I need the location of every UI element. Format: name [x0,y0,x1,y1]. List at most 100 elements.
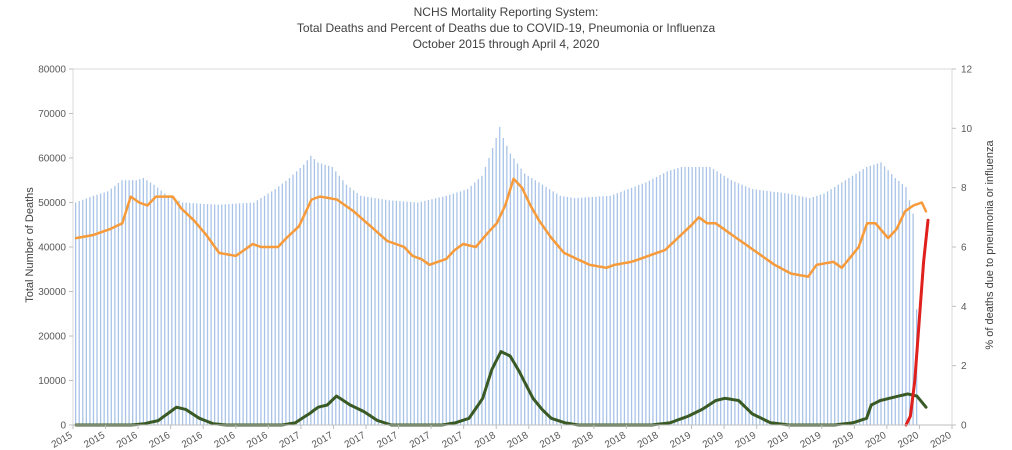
weekly-death-bar [851,175,854,425]
weekly-death-bar [463,190,465,425]
weekly-death-bar [445,195,447,425]
weekly-death-bar [605,196,608,425]
weekly-death-bar [164,193,166,425]
weekly-death-bar [110,188,112,425]
x-tick-label: 2016 [245,430,270,450]
weekly-death-bar [288,178,291,425]
weekly-death-bar [92,195,95,425]
weekly-death-bar [431,199,433,425]
weekly-death-bar [541,184,544,425]
y2-axis-label: % of deaths due to pneumonia or influenz… [984,140,996,350]
weekly-death-bar [809,198,811,425]
weekly-death-bar [698,166,700,425]
weekly-death-bar [570,197,572,425]
weekly-death-bar [491,147,494,426]
y-axis-label: Total Number of Deaths [24,187,36,303]
weekly-death-bar [513,158,515,425]
x-tick-label: 2017 [310,430,335,450]
weekly-death-bar [495,137,497,425]
x-tick-label: 2019 [733,430,758,450]
weekly-death-bar [634,186,636,425]
weekly-death-bar [481,175,483,425]
weekly-death-bar [406,201,408,425]
weekly-death-bar [345,184,348,425]
weekly-death-bar [370,197,373,425]
weekly-death-bar [520,168,522,425]
weekly-death-bar [75,202,77,425]
chart-subtitle-dates: October 2015 through April 4, 2020 [412,37,600,51]
weekly-death-bar [588,197,590,425]
weekly-death-bar [409,201,412,425]
weekly-death-bar [153,184,155,425]
weekly-death-bar [313,159,316,426]
weekly-death-bar [256,200,259,425]
weekly-death-bar [156,187,159,425]
weekly-death-bar [880,162,882,425]
y-tick-label: 50000 [38,198,66,209]
weekly-death-bar [766,190,768,425]
weekly-death-bar [527,175,529,425]
weekly-death-bar [641,183,643,425]
weekly-death-bar [249,202,251,425]
weekly-death-bar [883,166,886,425]
weekly-death-bar [891,174,893,425]
weekly-death-bar [773,191,775,425]
covid-pct-line [904,218,930,427]
weekly-death-bar [556,193,558,425]
weekly-death-bar [581,197,583,425]
weekly-death-bar [292,174,294,425]
chart-titles: NCHS Mortality Reporting System: Total D… [0,4,1012,52]
weekly-death-bar [762,190,765,425]
weekly-death-bar [670,170,672,425]
weekly-death-bar [627,189,629,425]
x-tick-label: 2017 [375,430,400,450]
chart-lines [74,177,930,427]
weekly-death-bar [274,189,276,425]
weekly-death-bar [695,166,697,425]
weekly-death-bar [242,203,244,425]
weekly-death-bar [912,213,914,426]
x-tick-label: 2017 [278,430,303,450]
x-tick-label: 2019 [766,430,791,450]
weekly-death-bar [135,180,137,425]
y-tick-label: 10000 [38,376,66,387]
weekly-death-bar [420,201,422,425]
weekly-death-bar [466,189,469,425]
weekly-death-bar [352,190,355,425]
weekly-death-bar [442,196,444,425]
weekly-death-bar [616,193,618,425]
y-tick-label: 40000 [38,243,66,254]
weekly-death-bar [677,168,679,425]
y-tick-label: 60000 [38,154,66,165]
weekly-death-bar [823,193,825,425]
x-tick-label: 2018 [636,430,661,450]
weekly-death-bar [488,158,490,425]
weekly-death-bar [780,192,782,425]
x-tick-label: 2018 [571,430,596,450]
weekly-death-bar [263,195,266,425]
weekly-death-bar [769,191,772,426]
weekly-death-bar [117,183,120,425]
weekly-death-bar [392,200,394,425]
weekly-death-bar [474,182,476,425]
weekly-death-bar [534,180,536,425]
weekly-death-bar [869,165,871,426]
weekly-death-bar [545,186,547,425]
weekly-death-bar [837,184,839,425]
weekly-death-bar [819,194,822,425]
weekly-death-bar [516,163,519,425]
weekly-death-bar [363,196,365,425]
x-tick-label: 2019 [701,430,726,450]
weekly-death-bar [509,153,512,426]
x-tick-label: 2019 [668,430,693,450]
weekly-death-bar [320,163,323,425]
weekly-death-bar [171,197,173,425]
x-tick-label: 2018 [506,430,531,450]
weekly-death-bar [388,200,390,425]
weekly-death-bar [196,203,198,425]
weekly-death-bar [299,168,301,425]
weekly-death-bar [638,185,640,425]
weekly-death-bar [402,201,405,425]
weekly-death-bar [167,195,169,425]
weekly-death-bar [566,196,569,425]
